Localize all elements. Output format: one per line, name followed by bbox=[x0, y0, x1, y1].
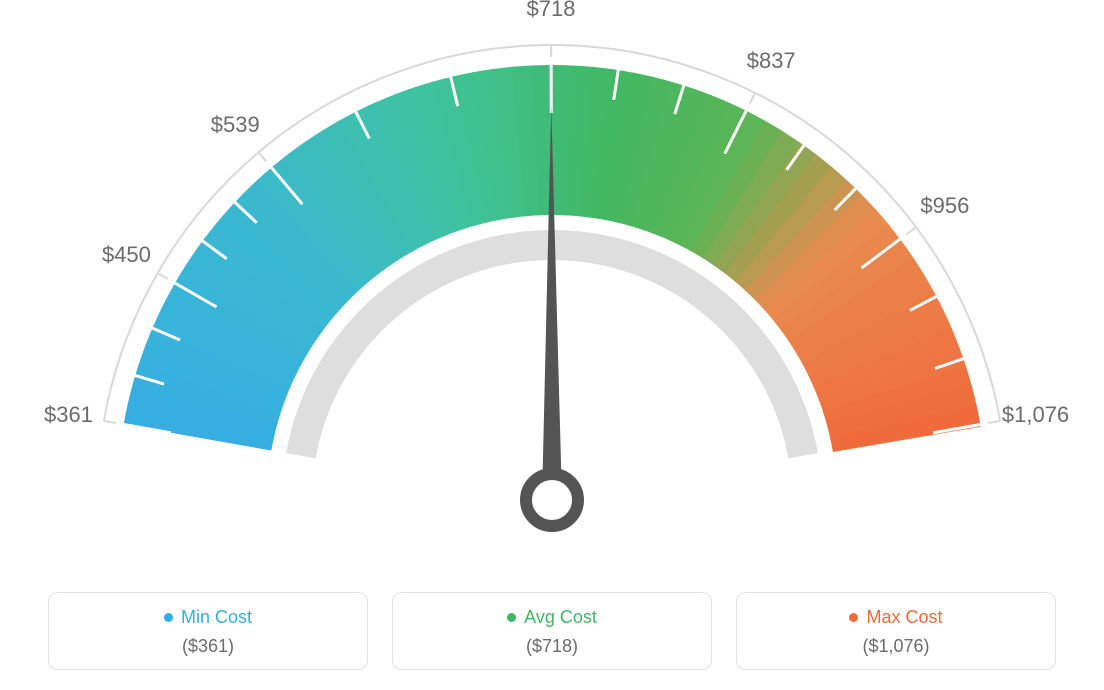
legend-value-max: ($1,076) bbox=[747, 636, 1045, 657]
gauge-outer-tick bbox=[750, 93, 755, 104]
gauge-outer-tick bbox=[158, 273, 168, 279]
gauge-tick-label: $361 bbox=[44, 402, 93, 428]
legend-title-text-avg: Avg Cost bbox=[524, 607, 597, 628]
legend-value-avg: ($718) bbox=[403, 636, 701, 657]
legend-dot-min bbox=[164, 613, 173, 622]
legend-card-avg: Avg Cost ($718) bbox=[392, 592, 712, 670]
legend-row: Min Cost ($361) Avg Cost ($718) Max Cost ($1,… bbox=[0, 592, 1104, 670]
legend-card-max: Max Cost ($1,076) bbox=[736, 592, 1056, 670]
legend-title-max: Max Cost bbox=[849, 607, 942, 628]
gauge-outer-tick bbox=[988, 421, 1000, 423]
legend-title-text-max: Max Cost bbox=[866, 607, 942, 628]
legend-title-min: Min Cost bbox=[164, 607, 252, 628]
gauge-tick-label: $450 bbox=[102, 242, 151, 268]
legend-value-min: ($361) bbox=[59, 636, 357, 657]
gauge-tick-label: $539 bbox=[211, 112, 260, 138]
gauge-outer-tick bbox=[906, 227, 916, 234]
legend-title-avg: Avg Cost bbox=[507, 607, 597, 628]
legend-dot-max bbox=[849, 613, 858, 622]
legend-dot-avg bbox=[507, 613, 516, 622]
gauge-area: $361 $450 $539 $718 $837 $956 $1,076 bbox=[0, 0, 1104, 560]
gauge-outer-tick bbox=[259, 152, 267, 161]
legend-title-text-min: Min Cost bbox=[181, 607, 252, 628]
legend-card-min: Min Cost ($361) bbox=[48, 592, 368, 670]
gauge-tick-label: $718 bbox=[527, 0, 576, 22]
chart-container: $361 $450 $539 $718 $837 $956 $1,076 Min Cost (… bbox=[0, 0, 1104, 690]
gauge-svg bbox=[0, 0, 1104, 560]
gauge-outer-tick bbox=[104, 421, 116, 423]
gauge-tick-label: $1,076 bbox=[1002, 402, 1069, 428]
gauge-tick-label: $956 bbox=[920, 193, 969, 219]
gauge-tick-label: $837 bbox=[747, 48, 796, 74]
gauge-needle-hub bbox=[526, 474, 578, 526]
